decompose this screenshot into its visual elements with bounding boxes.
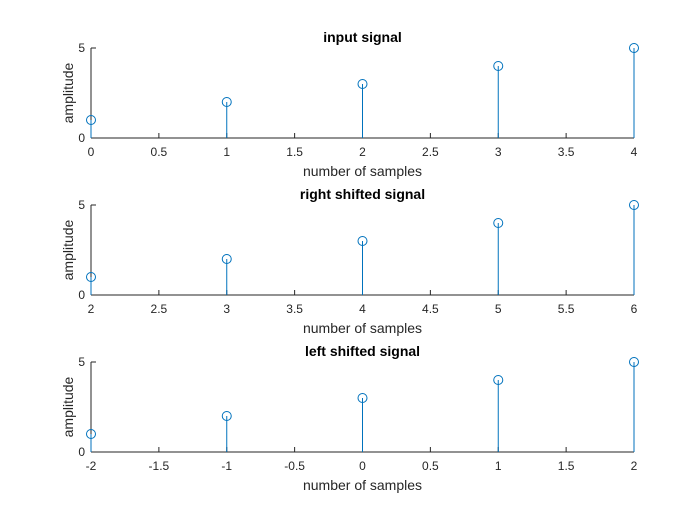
x-tick-label: 0 bbox=[359, 459, 366, 473]
x-axis-label: number of samples bbox=[303, 163, 422, 179]
y-tick-label: 5 bbox=[78, 41, 85, 55]
x-tick-label: 5.5 bbox=[558, 302, 575, 316]
x-tick-label: 4.5 bbox=[422, 302, 439, 316]
stem-marker bbox=[86, 429, 96, 439]
x-tick-label: 2 bbox=[631, 459, 638, 473]
subplot-title: left shifted signal bbox=[305, 343, 420, 359]
x-tick-label: -1.5 bbox=[149, 459, 170, 473]
stem-marker bbox=[629, 200, 639, 210]
stem-marker bbox=[86, 272, 96, 282]
subplot-2: 2 2.5 3 3.5 4 4.5 5 5.5 6 0 5 right shifted signal n… bbox=[60, 186, 639, 336]
stem-marker bbox=[221, 254, 232, 264]
y-axis-label: amplitude bbox=[60, 219, 76, 280]
subplot-title: input signal bbox=[323, 29, 402, 45]
y-tick-label: 5 bbox=[78, 198, 85, 212]
x-tick-label: 0.5 bbox=[422, 459, 439, 473]
x-tick-label: 2.5 bbox=[151, 302, 168, 316]
stem-marker bbox=[357, 79, 368, 89]
x-tick-label: 6 bbox=[631, 302, 638, 316]
y-tick-label: 0 bbox=[78, 131, 85, 145]
stem-marker bbox=[221, 97, 232, 107]
y-tick-label: 0 bbox=[78, 445, 85, 459]
x-tick-label: 5 bbox=[495, 302, 502, 316]
stem-marker bbox=[629, 357, 639, 367]
y-axis-label: amplitude bbox=[60, 62, 76, 123]
x-tick-label: 2.5 bbox=[422, 145, 439, 159]
x-tick-label: 0 bbox=[88, 145, 95, 159]
x-tick-label: 1.5 bbox=[558, 459, 575, 473]
x-axis-label: number of samples bbox=[303, 477, 422, 493]
stem-marker bbox=[629, 43, 639, 53]
stem-marker bbox=[493, 218, 504, 228]
x-tick-label: 3.5 bbox=[286, 302, 303, 316]
subplot-3: -2 -1.5 -1 -0.5 0 0.5 1 1.5 2 0 5 left shifted sign… bbox=[60, 343, 639, 493]
stem-marker bbox=[493, 375, 504, 385]
x-axis-label: number of samples bbox=[303, 320, 422, 336]
x-tick-label: 1 bbox=[223, 145, 230, 159]
x-tick-label: -0.5 bbox=[284, 459, 305, 473]
subplot-title: right shifted signal bbox=[300, 186, 425, 202]
x-tick-label: 3.5 bbox=[558, 145, 575, 159]
x-tick-label: 1 bbox=[495, 459, 502, 473]
x-tick-label: 3 bbox=[495, 145, 502, 159]
x-tick-label: -2 bbox=[86, 459, 97, 473]
y-tick-label: 5 bbox=[78, 355, 85, 369]
x-tick-label: 4 bbox=[631, 145, 638, 159]
x-tick-label: 2 bbox=[88, 302, 95, 316]
x-tick-label: 0.5 bbox=[151, 145, 168, 159]
x-tick-label: 1.5 bbox=[286, 145, 303, 159]
stem-marker bbox=[86, 115, 96, 125]
subplot-1: 0 0.5 1 1.5 2 2.5 3 3.5 4 0 5 input signal number of… bbox=[60, 29, 639, 179]
y-tick-label: 0 bbox=[78, 288, 85, 302]
x-tick-label: 2 bbox=[359, 145, 366, 159]
stem-marker bbox=[357, 236, 368, 246]
x-tick-label: -1 bbox=[221, 459, 232, 473]
stem-marker bbox=[357, 393, 368, 403]
y-axis-label: amplitude bbox=[60, 376, 76, 437]
x-tick-label: 4 bbox=[359, 302, 366, 316]
stem-marker bbox=[221, 411, 232, 421]
x-tick-label: 3 bbox=[223, 302, 230, 316]
stem-marker bbox=[493, 61, 504, 71]
